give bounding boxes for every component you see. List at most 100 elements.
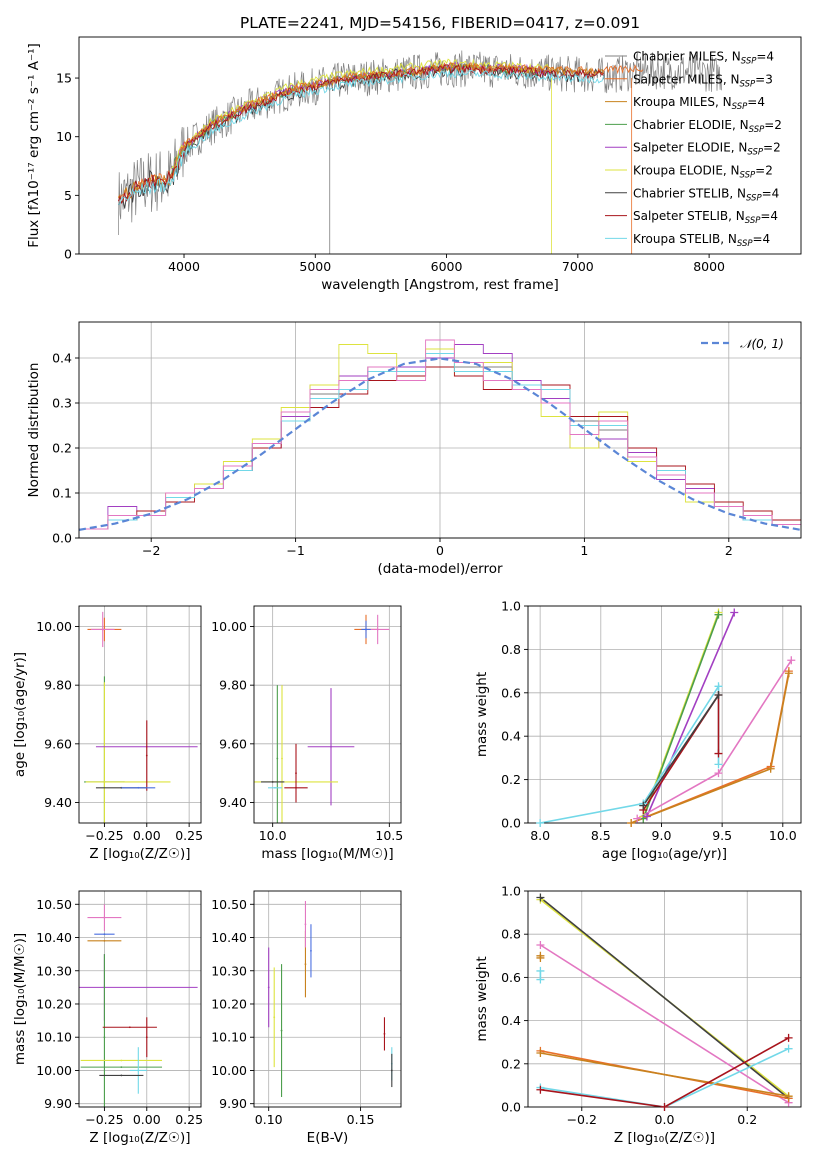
x-tick-label: −2 <box>142 543 160 558</box>
x-tick-label: 0.15 <box>347 1112 375 1127</box>
x-axis-label: Z [log₁₀(Z/Z☉)] <box>89 846 190 862</box>
legend-label: Kroupa MILES, NSSP=4 <box>633 95 765 112</box>
y-tick-label: 10.00 <box>36 1063 72 1078</box>
y-tick-label: 10.20 <box>36 996 72 1011</box>
normal-curve <box>79 357 801 531</box>
weight-line <box>630 670 790 823</box>
x-tick-label: 9.5 <box>712 828 732 843</box>
plus-marker <box>536 966 545 975</box>
y-tick-label: 0.2 <box>501 772 521 787</box>
plus-marker <box>536 1085 545 1094</box>
y-axis-label: Flux [fλ10⁻¹⁷ erg cm⁻² s⁻¹ A⁻¹] <box>26 43 42 248</box>
weight-line <box>539 944 790 1104</box>
spectrum-line <box>117 64 604 204</box>
y-tick-label: 10.30 <box>211 963 247 978</box>
x-tick-label: 9.0 <box>652 828 672 843</box>
plus-marker <box>787 656 796 665</box>
plus-marker <box>784 1033 793 1042</box>
y-tick-label: 9.60 <box>44 736 72 751</box>
plus-marker <box>536 1049 545 1057</box>
y-axis-label: mass weight <box>474 956 490 1041</box>
y-tick-label: 9.90 <box>219 1096 247 1111</box>
data-point <box>145 754 148 757</box>
y-axis-label: Normed distribution <box>26 363 42 498</box>
data-point <box>280 1029 283 1032</box>
histogram-series <box>79 339 801 530</box>
data-point <box>137 786 140 789</box>
y-tick-label: 0.1 <box>52 486 72 501</box>
plus-marker <box>639 801 648 810</box>
y-tick-label: 10.50 <box>36 897 72 912</box>
x-axis-label: mass [log₁₀(M/M☉)] <box>261 846 393 862</box>
x-axis-label: age [log₁₀(age/yr)] <box>602 846 727 862</box>
y-axis-label: age [log₁₀(age/yr)] <box>12 652 28 777</box>
axes-frame <box>78 890 202 1108</box>
plus-marker <box>784 1092 793 1101</box>
plot-area <box>539 896 790 1107</box>
weight-line <box>540 1047 789 1107</box>
plot-area <box>79 904 198 1107</box>
plus-marker <box>714 760 723 769</box>
data-point <box>103 781 106 783</box>
data-point <box>295 786 297 789</box>
y-tick-label: 0.4 <box>52 351 72 366</box>
plus-marker <box>714 690 723 699</box>
plot-area <box>117 50 723 254</box>
plot-area <box>267 900 393 1098</box>
y-tick-label: 10.00 <box>211 619 247 634</box>
y-tick-label: 0.8 <box>501 927 521 942</box>
plot-area <box>539 612 792 823</box>
plot-area <box>79 339 801 531</box>
legend-label: Salpeter ELODIE, NSSP=2 <box>633 141 781 158</box>
data-point <box>310 949 312 952</box>
y-axis-label: mass [log₁₀(M/M☉)] <box>12 933 28 1065</box>
plus-marker <box>536 941 545 949</box>
y-tick-label: 0.4 <box>501 1013 521 1028</box>
x-tick-label: 10.5 <box>375 828 403 843</box>
y-tick-label: 0.4 <box>501 729 521 744</box>
x-tick-label: −0.25 <box>85 1112 123 1127</box>
x-tick-label: 0.00 <box>133 1112 161 1127</box>
x-tick-label: 1 <box>580 543 588 558</box>
y-tick-label: 10 <box>56 129 72 144</box>
legend-label: Kroupa STELIB, NSSP=4 <box>633 232 770 249</box>
data-point <box>103 939 106 942</box>
data-point <box>390 1069 393 1072</box>
legend-label: Kroupa ELODIE, NSSP=2 <box>633 164 773 181</box>
chart-title: PLATE=2241, MJD=54156, FIBERID=0417, z=0… <box>240 14 640 32</box>
data-point <box>271 781 274 783</box>
y-tick-label: 1.0 <box>501 599 521 614</box>
x-tick-label: 0 <box>436 543 444 558</box>
data-point <box>267 986 270 989</box>
plus-marker <box>642 812 651 821</box>
data-point <box>103 916 106 919</box>
y-tick-label: 10.50 <box>211 897 247 912</box>
x-tick-label: 0.25 <box>175 1112 203 1127</box>
spectrum-line <box>118 68 605 205</box>
x-tick-label: 5000 <box>299 259 331 274</box>
y-tick-label: 10.00 <box>211 1063 247 1078</box>
weight-line <box>540 1052 789 1097</box>
x-axis-label: Z [log₁₀(Z/Z☉)] <box>89 1130 190 1146</box>
axes-frame <box>527 605 802 824</box>
x-tick-label: 4000 <box>168 259 200 274</box>
data-point <box>276 757 279 760</box>
plus-marker <box>536 893 545 902</box>
y-tick-label: 9.40 <box>219 795 247 810</box>
y-tick-label: 10.40 <box>211 930 247 945</box>
axes-frame <box>253 890 402 1108</box>
plus-marker <box>730 608 739 617</box>
legend-label: Salpeter MILES, NSSP=3 <box>633 72 773 89</box>
weight-line <box>539 683 720 823</box>
data-point <box>330 745 332 748</box>
plus-marker <box>714 610 723 619</box>
axes-frame <box>78 36 802 255</box>
y-tick-label: 0.2 <box>52 441 72 456</box>
y-tick-label: 9.80 <box>44 678 72 693</box>
x-tick-label: 0.2 <box>737 1112 757 1127</box>
y-tick-label: 10.20 <box>211 996 247 1011</box>
data-point <box>120 1074 123 1077</box>
y-tick-label: 0.8 <box>501 642 521 657</box>
x-tick-label: 8.5 <box>591 828 611 843</box>
data-point <box>304 963 307 966</box>
